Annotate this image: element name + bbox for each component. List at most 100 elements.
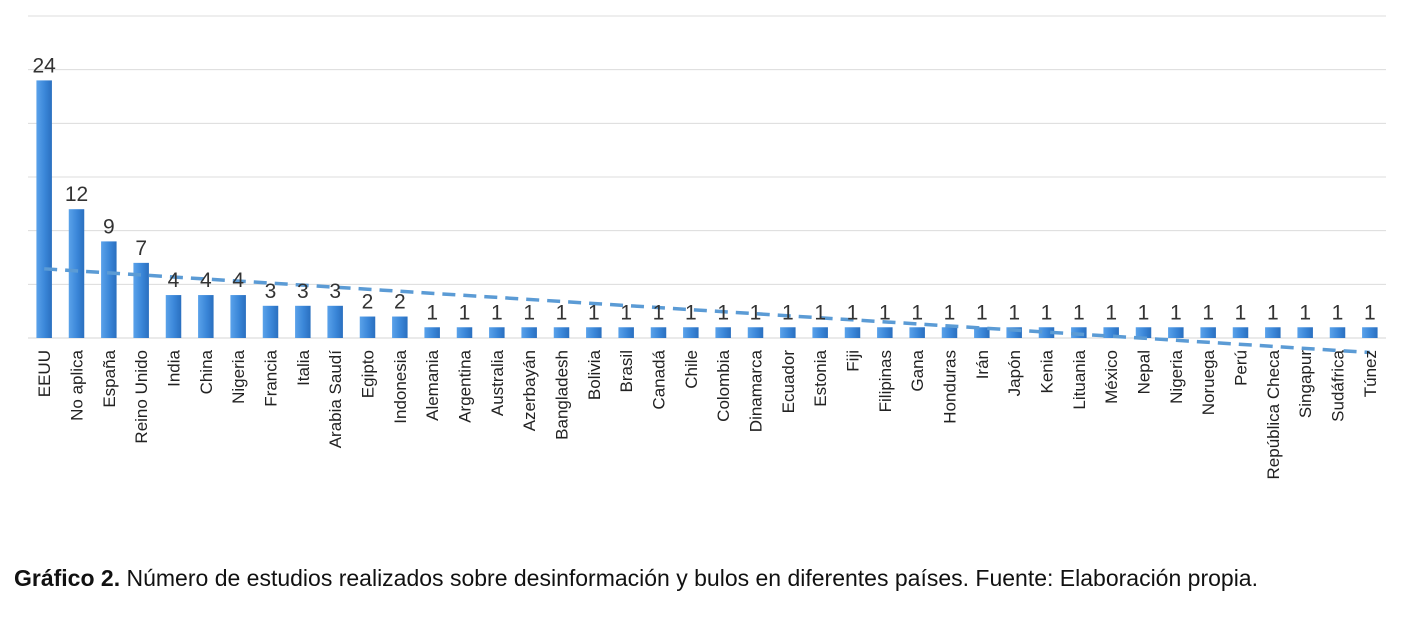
category-label: EEUU (35, 350, 54, 397)
data-label: 1 (685, 301, 697, 324)
category-label: Irán (973, 350, 992, 379)
bar (1362, 327, 1378, 338)
category-label: Honduras (941, 350, 960, 424)
data-label: 1 (588, 301, 600, 324)
bar (165, 295, 182, 338)
category-label: Perú (1232, 350, 1251, 386)
data-label: 1 (847, 301, 859, 324)
data-label: 1 (782, 301, 794, 324)
category-label: Azerbayán (520, 350, 539, 431)
bar (198, 295, 214, 338)
bar (1232, 327, 1249, 338)
caption-label: Gráfico 2. (14, 565, 121, 591)
category-label: Kenia (1038, 349, 1057, 393)
bar (974, 327, 990, 338)
caption-text: Número de estudios realizados sobre desi… (120, 565, 1258, 591)
data-label: 1 (1364, 301, 1376, 324)
data-label: 3 (329, 280, 341, 303)
data-label: 2 (394, 291, 406, 314)
category-label: Nigeria (229, 349, 248, 403)
bar (68, 209, 85, 338)
bar (812, 327, 828, 338)
bar (101, 241, 117, 338)
bar (650, 327, 667, 338)
bar (683, 327, 699, 338)
category-label: Sudáfrica (1329, 349, 1348, 421)
bar (327, 305, 343, 338)
bar (553, 327, 570, 338)
category-label: China (197, 349, 216, 394)
data-label: 1 (717, 301, 729, 324)
data-label: 1 (879, 301, 891, 324)
bar (586, 327, 602, 338)
bar (1135, 327, 1152, 338)
bar (715, 327, 731, 338)
data-label: 1 (976, 301, 988, 324)
data-label: 1 (1267, 301, 1279, 324)
data-label: 4 (200, 269, 212, 292)
data-label: 1 (1073, 301, 1085, 324)
category-label: Egipto (359, 350, 378, 398)
category-label: Arabia Saudí (326, 350, 345, 449)
bar (359, 316, 376, 338)
category-label: México (1102, 350, 1121, 404)
data-label: 1 (1105, 301, 1117, 324)
bar (844, 327, 861, 338)
bar (456, 327, 473, 338)
data-label: 12 (65, 183, 88, 206)
bar (489, 327, 505, 338)
category-label: No aplica (68, 349, 87, 420)
category-label: Italia (294, 349, 313, 385)
data-label: 1 (459, 301, 471, 324)
data-label: 1 (1041, 301, 1053, 324)
category-label: Estonia (811, 349, 830, 406)
data-label: 1 (653, 301, 665, 324)
bar (521, 327, 537, 338)
category-label: Fiji (844, 350, 863, 372)
bar (230, 295, 246, 338)
category-label: España (100, 349, 119, 407)
category-label: Japón (1005, 350, 1024, 396)
data-label: 9 (103, 215, 115, 238)
data-label: 1 (426, 301, 438, 324)
bar (909, 327, 925, 338)
category-label: Lituania (1070, 349, 1089, 409)
category-label: República Checa (1264, 349, 1283, 479)
data-label: 1 (944, 301, 956, 324)
category-labels: EEUU No aplica España Reino Unido India China… (35, 349, 1380, 479)
figure-caption: Gráfico 2. Número de estudios realizados… (14, 560, 1406, 596)
bar (1329, 327, 1346, 338)
category-label: Nepal (1135, 350, 1154, 394)
data-label: 1 (814, 301, 826, 324)
data-label: 1 (620, 301, 632, 324)
category-label: Francia (262, 349, 281, 406)
bar (618, 327, 634, 338)
data-label: 3 (297, 280, 309, 303)
data-label: 1 (1008, 301, 1020, 324)
bar (1006, 327, 1022, 338)
data-label: 2 (362, 291, 374, 314)
category-label: Nigeria (1167, 349, 1186, 403)
category-label: Alemania (423, 349, 442, 420)
category-label: Colombia (714, 349, 733, 421)
category-label: Ecuador (779, 350, 798, 414)
category-label: Reino Unido (132, 350, 151, 444)
data-label: 1 (911, 301, 923, 324)
data-label: 7 (135, 237, 147, 260)
data-label: 1 (1332, 301, 1344, 324)
category-label: Noruega (1199, 349, 1218, 415)
data-label: 4 (232, 269, 244, 292)
data-label: 1 (523, 301, 535, 324)
data-label: 1 (1202, 301, 1214, 324)
bar (877, 327, 893, 338)
data-label: 1 (1235, 301, 1247, 324)
category-label: Australia (488, 349, 507, 416)
category-label: Dinamarca (747, 349, 766, 432)
bar (941, 327, 958, 338)
bar (36, 80, 52, 339)
gridlines (28, 15, 1386, 339)
bar (1038, 327, 1055, 338)
data-label: 24 (32, 54, 56, 77)
